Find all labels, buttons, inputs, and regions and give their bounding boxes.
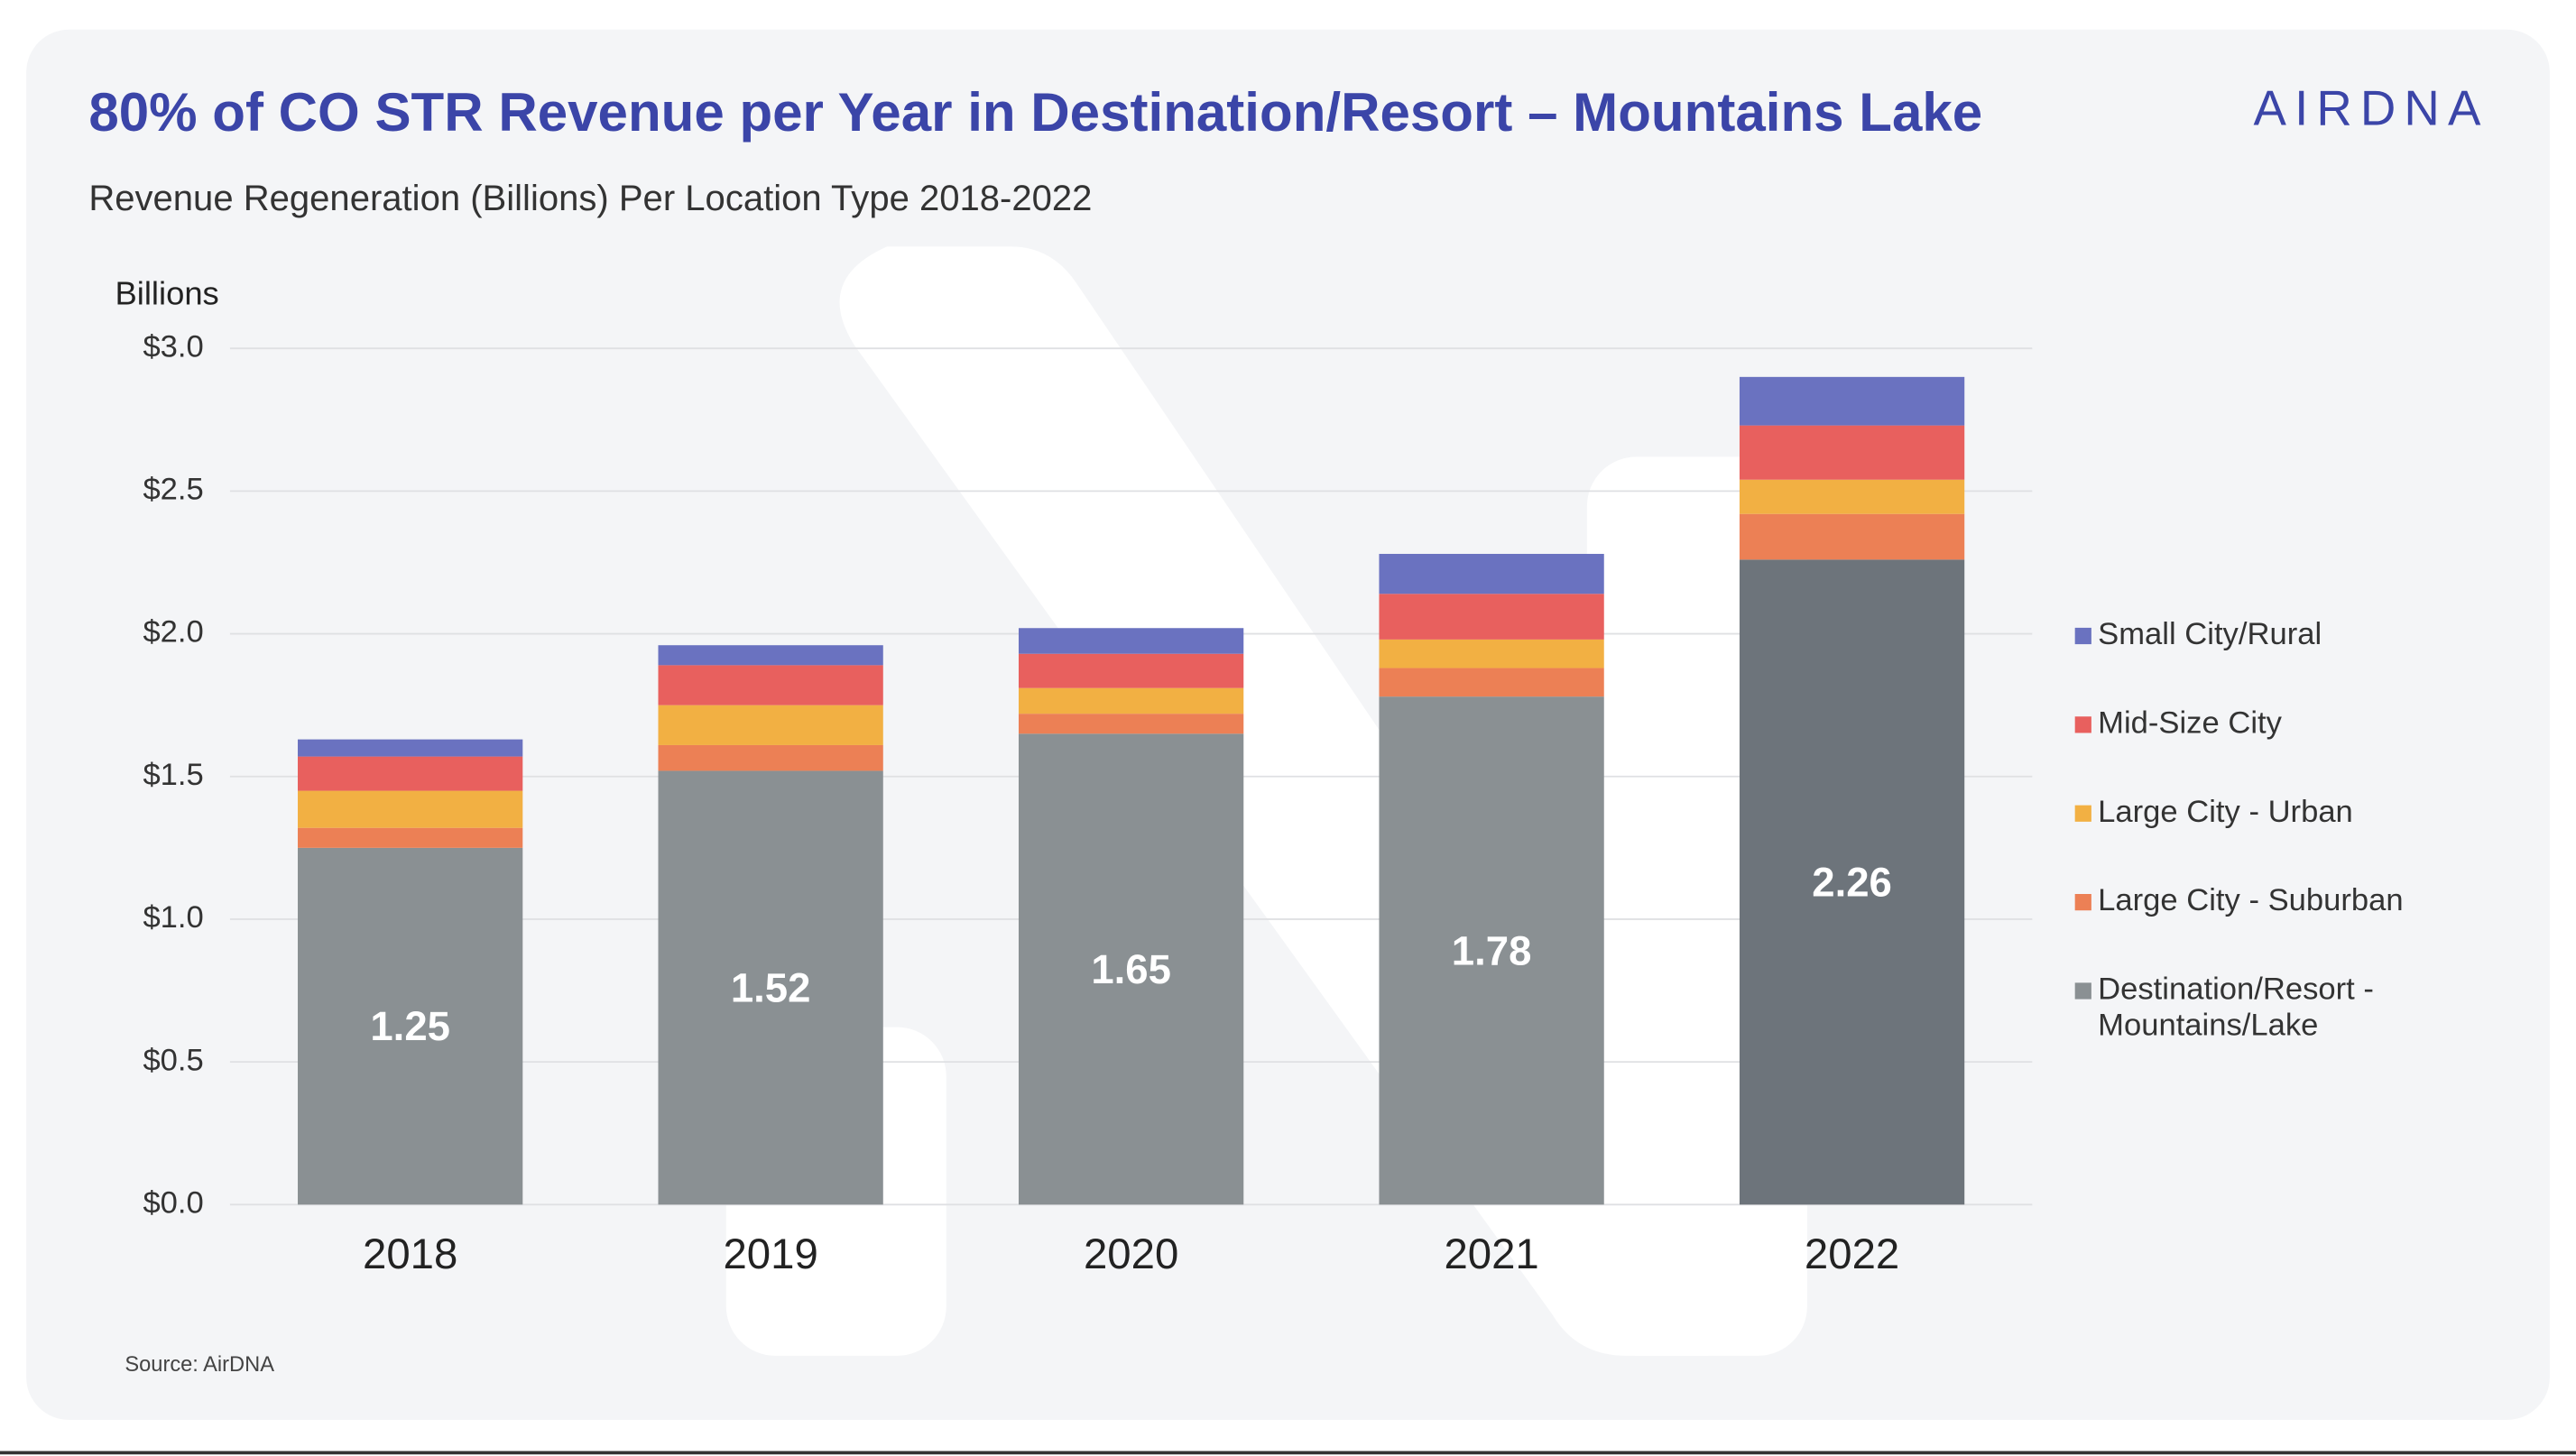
source: Source: AirDNA — [125, 1353, 274, 1377]
legend-swatch — [2074, 894, 2091, 911]
y-tick-label: $3.0 — [143, 329, 203, 364]
bar-segment — [1018, 687, 1244, 714]
bar-segment — [1379, 594, 1604, 640]
bar-segment — [1739, 376, 1965, 426]
bar-segment — [298, 739, 523, 757]
data-label: 1.25 — [370, 1003, 450, 1049]
legend-label: Mid-Size City — [2098, 706, 2282, 742]
bar-segment — [1018, 733, 1244, 1205]
legend-label: Destination/Resort - Mountains/Lake — [2098, 972, 2374, 1044]
bar-segment — [1379, 696, 1604, 1205]
bar-segment — [1018, 628, 1244, 654]
bar-segment — [1739, 513, 1965, 560]
legend-swatch — [2074, 982, 2091, 1000]
legend-swatch — [2074, 805, 2091, 822]
legend-label: Large City - Urban — [2098, 795, 2353, 830]
y-tick-label: $1.0 — [143, 900, 203, 935]
y-tick-label: $1.5 — [143, 758, 203, 792]
bar-segment — [658, 705, 883, 745]
bar-segment — [298, 847, 523, 1205]
legend-label: Small City/Rural — [2098, 617, 2322, 653]
data-label: 1.78 — [1452, 927, 1532, 973]
data-label: 1.65 — [1091, 946, 1171, 992]
bar-segment — [1739, 425, 1965, 480]
bar-segment — [1018, 714, 1244, 734]
bar-segment — [658, 645, 883, 666]
x-tick-label: 2021 — [1444, 1230, 1538, 1278]
data-label: 2.26 — [1812, 859, 1892, 905]
data-label: 1.52 — [731, 965, 811, 1011]
bar-segment — [1379, 639, 1604, 668]
logo: AIRDNA — [2254, 80, 2489, 135]
bar-segment — [658, 665, 883, 705]
legend-item: Large City - Suburban — [2074, 884, 2502, 972]
x-tick-label: 2022 — [1805, 1230, 1899, 1278]
y-tick-label: $0.5 — [143, 1043, 203, 1077]
x-tick-label: 2020 — [1084, 1230, 1178, 1278]
chart-subtitle: Revenue Regeneration (Billions) Per Loca… — [88, 179, 1092, 218]
bar-segment — [658, 744, 883, 771]
legend-label: Large City - Suburban — [2098, 884, 2404, 919]
y-tick-label: $2.5 — [143, 473, 203, 507]
bar-segment — [658, 770, 883, 1205]
x-tick-label: 2018 — [363, 1230, 457, 1278]
y-tick-label: $2.0 — [143, 615, 203, 650]
bar-segment — [298, 827, 523, 848]
y-axis-label: Billions — [115, 275, 218, 312]
bar-segment — [1739, 479, 1965, 514]
legend-item: Destination/Resort - Mountains/Lake — [2074, 972, 2502, 1061]
legend: Small City/Rural Mid-Size City Large City … — [2074, 617, 2502, 1062]
legend-item: Mid-Size City — [2074, 706, 2502, 795]
legend-swatch — [2074, 716, 2091, 733]
legend-swatch — [2074, 627, 2091, 645]
bar-segment — [298, 790, 523, 828]
bar-segment — [298, 756, 523, 791]
bar-segment — [1018, 653, 1244, 688]
bar-segment — [1379, 553, 1604, 594]
chart-title: 80% of CO STR Revenue per Year in Destin… — [88, 82, 1982, 143]
legend-item: Large City - Urban — [2074, 795, 2502, 884]
y-tick-label: $0.0 — [143, 1185, 203, 1220]
bar-segment — [1739, 559, 1965, 1205]
bar-segment — [1379, 668, 1604, 697]
x-tick-label: 2019 — [723, 1230, 817, 1278]
legend-item: Small City/Rural — [2074, 617, 2502, 706]
